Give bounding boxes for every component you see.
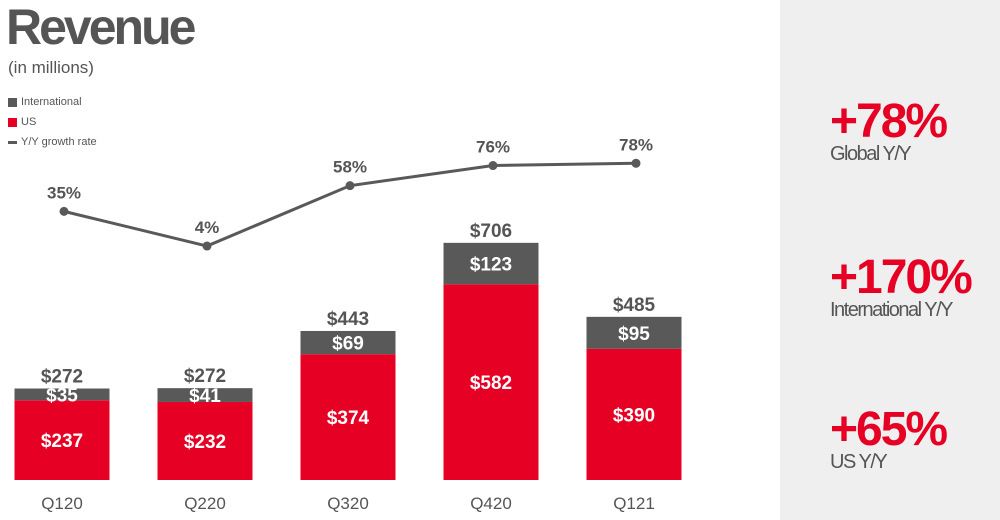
bar-total-label: $706	[470, 221, 512, 242]
bar-international-label: $123	[470, 255, 512, 276]
bar-international	[300, 330, 396, 355]
revenue-chart: $237$35$272Q120$232$41$272Q220$374$69$44…	[14, 135, 682, 513]
stat-international: +170% International Y/Y	[830, 251, 973, 321]
us-swatch-icon	[8, 117, 17, 127]
bar-us	[300, 354, 396, 480]
legend-item-us: US	[8, 112, 97, 132]
bar-us	[586, 348, 682, 480]
x-tick-label: Q420	[470, 494, 512, 513]
legend-label: International	[21, 96, 82, 108]
stat-global: +78% Global Y/Y	[830, 95, 948, 165]
growth-point	[488, 161, 498, 171]
growth-point	[202, 241, 212, 251]
bar-international-label: $35	[46, 385, 78, 406]
bar-total-label: $443	[327, 309, 369, 330]
stat-value: +78%	[830, 95, 948, 148]
stat-value: +65%	[830, 403, 948, 456]
stat-label: Global Y/Y	[830, 143, 912, 165]
bar-us-label: $390	[613, 405, 655, 426]
bar-us-label: $237	[41, 431, 83, 452]
bar-international	[586, 316, 682, 349]
growth-point	[631, 158, 641, 168]
bar-international-label: $41	[189, 386, 221, 407]
stat-value: +170%	[830, 251, 973, 304]
bar-us-label: $374	[327, 408, 370, 429]
stat-label: US Y/Y	[830, 451, 888, 473]
bar-total-label: $272	[184, 366, 226, 387]
x-tick-label: Q220	[184, 494, 226, 513]
growth-point	[345, 181, 355, 191]
growth-line-icon	[8, 140, 17, 144]
growth-label: 78%	[619, 135, 653, 154]
legend-item-growth: Y/Y growth rate	[8, 132, 97, 152]
page-subtitle: (in millions)	[8, 58, 94, 77]
page-title: Revenue	[6, 0, 196, 55]
stats-panel: +78% Global Y/Y +170% International Y/Y …	[780, 0, 1000, 520]
bar-us-label: $582	[470, 373, 512, 394]
bar-total-label: $485	[613, 295, 656, 316]
legend-label: Y/Y growth rate	[21, 136, 97, 148]
growth-label: 58%	[333, 158, 367, 177]
growth-label: 4%	[195, 218, 220, 237]
bar-international	[14, 388, 110, 401]
stat-us: +65% US Y/Y	[830, 403, 948, 473]
bar-international-label: $95	[618, 324, 650, 345]
growth-label: 35%	[47, 183, 81, 202]
x-tick-label: Q120	[41, 494, 83, 513]
bar-us	[14, 400, 110, 480]
x-tick-label: Q121	[613, 494, 655, 513]
bar-us-label: $232	[184, 432, 226, 453]
bar-us	[157, 401, 253, 480]
growth-point	[59, 206, 69, 216]
bar-international-label: $69	[332, 334, 364, 355]
legend-label: US	[21, 116, 37, 128]
stat-label: International Y/Y	[830, 299, 954, 321]
chart-legend: International US Y/Y growth rate	[8, 92, 97, 152]
bar-international	[157, 388, 253, 402]
international-swatch-icon	[8, 97, 17, 107]
bar-total-label: $272	[41, 366, 83, 387]
legend-item-international: International	[8, 92, 97, 112]
bar-us	[443, 284, 539, 480]
growth-label: 76%	[476, 138, 510, 157]
x-tick-label: Q320	[327, 494, 369, 513]
bar-international	[443, 242, 539, 285]
